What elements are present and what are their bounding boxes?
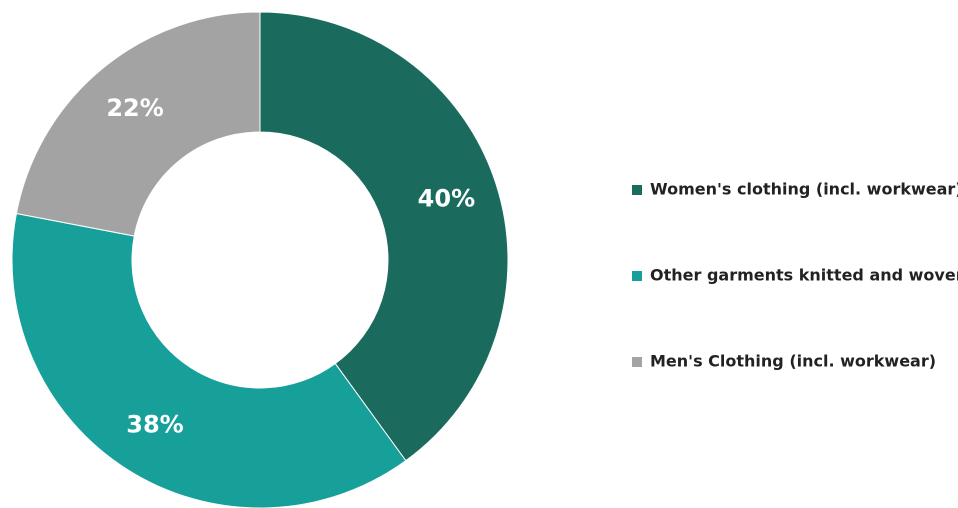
slice-value-label: 40% [418,184,475,212]
slices [11,11,509,508]
slice-value-label: 22% [106,94,163,122]
slice-labels: 40% 38% 22% [106,94,475,439]
slice-value-label: 38% [126,410,183,438]
legend-label: Men's Clothing (incl. workwear) [650,352,936,371]
legend: Women's clothing (incl. workwear) Other g… [632,180,958,371]
legend-label: Women's clothing (incl. workwear) [650,180,958,199]
legend-swatch [632,357,642,367]
legend-swatch [632,185,642,195]
legend-item-other-garments-knitted-and-woven: Other garments knitted and woven [632,266,958,285]
slice-women-s-clothing-incl-workwear [259,11,509,462]
legend-item-men-s-clothing-incl-workwear: Men's Clothing (incl. workwear) [632,352,936,371]
legend-item-women-s-clothing-incl-workwear: Women's clothing (incl. workwear) [632,180,958,199]
legend-swatch [632,271,642,281]
legend-label: Other garments knitted and woven [650,266,958,285]
slice-men-s-clothing-incl-workwear [15,11,261,237]
